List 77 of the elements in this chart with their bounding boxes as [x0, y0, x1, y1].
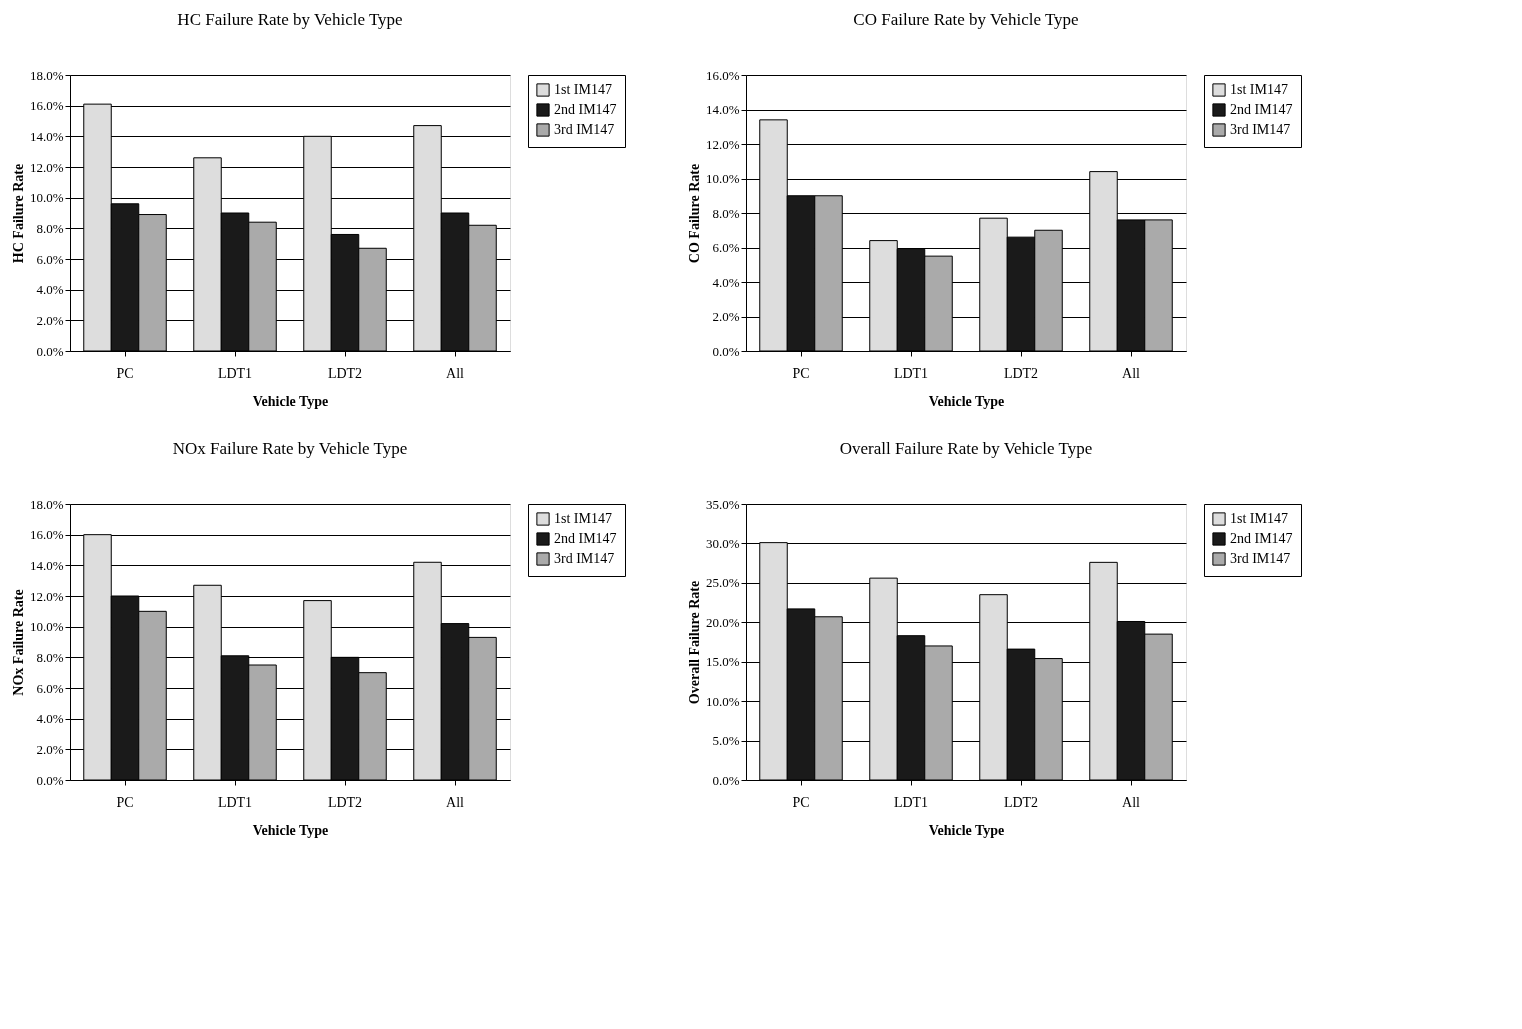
x-tick-label: PC	[792, 365, 810, 381]
x-tick-label: LDT2	[327, 365, 363, 381]
y-tick-label: 14.0%	[705, 102, 740, 117]
legend-label: 2nd IM147	[554, 531, 617, 546]
y-tick-label: 0.0%	[712, 343, 740, 359]
x-tick-label: LDT2	[1003, 365, 1039, 381]
y-tick-label: 12.0%	[29, 159, 64, 175]
y-tick-label: 10.0%	[705, 693, 740, 709]
legend-label: 2nd IM147	[1230, 102, 1293, 117]
legend-label: 1st IM147	[554, 511, 612, 526]
x-axis-title: Vehicle Type	[928, 822, 1005, 838]
y-tick-label: 16.0%	[29, 527, 64, 543]
y-tick-label: 12.0%	[705, 136, 740, 152]
y-axis-title: HC Failure Rate	[10, 163, 26, 264]
y-tick-label: 18.0%	[29, 496, 64, 512]
x-tick-label: All	[1122, 365, 1141, 381]
y-tick-label: 8.0%	[36, 220, 64, 236]
y-tick-label: 4.0%	[36, 282, 64, 298]
y-tick-label: 14.0%	[29, 557, 64, 573]
x-tick-label: All	[446, 794, 465, 810]
x-axis-title: Vehicle Type	[928, 393, 1005, 409]
x-tick-label: LDT1	[217, 794, 253, 810]
chart-title: HC Failure Rate by Vehicle Type	[177, 10, 403, 29]
y-axis-title: CO Failure Rate	[686, 163, 702, 264]
x-tick-label: All	[1122, 794, 1141, 810]
x-tick-label: LDT1	[217, 365, 253, 381]
y-tick-label: 14.0%	[29, 128, 64, 144]
legend-label: 2nd IM147	[1230, 531, 1293, 546]
x-tick-label: LDT2	[327, 794, 363, 810]
y-axis-title: NOx Failure Rate	[10, 589, 26, 696]
x-tick-label: PC	[116, 365, 134, 381]
y-tick-label: 10.0%	[705, 171, 740, 186]
legend-label: 3rd IM147	[554, 551, 615, 566]
y-tick-label: 2.0%	[36, 741, 64, 757]
y-tick-label: 25.0%	[705, 575, 740, 591]
legend-label: 1st IM147	[1230, 511, 1288, 526]
y-tick-label: 30.0%	[705, 535, 740, 551]
y-tick-label: 4.0%	[712, 274, 740, 290]
legend-label: 3rd IM147	[1230, 122, 1291, 137]
y-tick-label: 12.0%	[29, 588, 64, 604]
y-tick-label: 5.0%	[712, 733, 740, 749]
x-axis-title: Vehicle Type	[252, 393, 329, 409]
legend-label: 1st IM147	[1230, 82, 1288, 97]
y-tick-label: 8.0%	[36, 649, 64, 665]
y-tick-label: 10.0%	[29, 619, 64, 635]
y-tick-label: 35.0%	[705, 496, 740, 512]
y-tick-label: 6.0%	[712, 240, 740, 255]
y-tick-label: 18.0%	[29, 67, 64, 83]
y-tick-label: 2.0%	[712, 309, 740, 324]
x-tick-label: PC	[116, 794, 134, 810]
legend-label: 3rd IM147	[554, 122, 615, 137]
y-tick-label: 20.0%	[705, 614, 740, 630]
y-tick-label: 0.0%	[36, 343, 64, 359]
chart-title: NOx Failure Rate by Vehicle Type	[172, 439, 408, 458]
x-tick-label: LDT1	[893, 365, 929, 381]
y-tick-label: 10.0%	[29, 190, 64, 206]
y-tick-label: 8.0%	[712, 205, 740, 221]
y-tick-label: 0.0%	[712, 772, 740, 788]
y-tick-label: 6.0%	[36, 251, 64, 267]
y-tick-label: 0.0%	[36, 772, 64, 788]
y-axis-title: Overall Failure Rate	[686, 580, 702, 705]
y-tick-label: 15.0%	[705, 654, 740, 670]
x-tick-label: LDT1	[893, 794, 929, 810]
chart-title: CO Failure Rate by Vehicle Type	[853, 10, 1079, 29]
x-axis-title: Vehicle Type	[252, 822, 329, 838]
y-tick-label: 2.0%	[36, 312, 64, 328]
legend-label: 3rd IM147	[1230, 551, 1291, 566]
chart-title: Overall Failure Rate by Vehicle Type	[839, 439, 1093, 458]
y-tick-label: 16.0%	[29, 98, 64, 114]
x-tick-label: PC	[792, 794, 810, 810]
x-tick-label: All	[446, 365, 465, 381]
x-tick-label: LDT2	[1003, 794, 1039, 810]
y-tick-label: 16.0%	[705, 67, 740, 83]
legend-label: 2nd IM147	[554, 102, 617, 117]
y-tick-label: 6.0%	[36, 680, 64, 696]
legend-label: 1st IM147	[554, 82, 612, 97]
y-tick-label: 4.0%	[36, 711, 64, 727]
